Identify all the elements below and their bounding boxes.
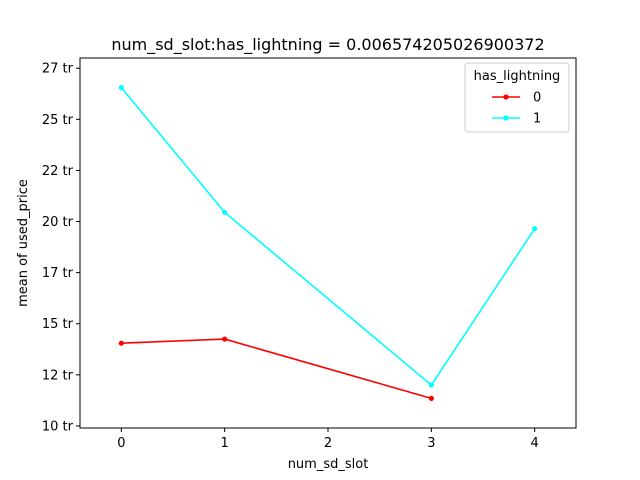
data-point-series-0 [222, 336, 228, 342]
y-tick-label: 27 tr [42, 62, 74, 77]
data-point-series-0 [428, 395, 434, 401]
x-tick-label: 0 [117, 436, 125, 451]
x-tick-label: 4 [531, 436, 539, 451]
y-tick-label: 12 tr [42, 368, 74, 383]
legend-title: has_lightning [474, 69, 561, 84]
series-layer [118, 85, 538, 401]
y-tick-label: 10 tr [42, 419, 74, 434]
y-tick-label: 25 tr [42, 113, 74, 128]
legend-label-1: 1 [533, 112, 541, 127]
x-tick-label: 2 [324, 436, 332, 451]
legend-label-0: 0 [533, 91, 541, 106]
x-tick-label: 3 [427, 436, 435, 451]
x-tick-label: 1 [221, 436, 229, 451]
x-axis: 0 1 2 3 4 [117, 428, 539, 451]
chart-title: num_sd_slot:has_lightning = 0.0065742050… [111, 35, 544, 55]
y-tick-label: 17 tr [42, 266, 74, 281]
data-point-series-1 [532, 226, 538, 232]
series-line-1 [120, 87, 536, 387]
data-point-series-0 [118, 340, 124, 346]
legend-marker-1 [503, 115, 509, 121]
y-tick-label: 22 tr [42, 164, 74, 179]
x-axis-label: num_sd_slot [288, 457, 369, 472]
legend-marker-0 [503, 94, 509, 100]
y-axis: 10 tr 12 tr 15 tr 17 tr 20 tr 22 tr 25 tr 27 tr [42, 62, 80, 434]
data-point-series-1 [222, 209, 228, 215]
legend: has_lightning 0 1 [464, 62, 570, 133]
y-tick-label: 15 tr [42, 317, 74, 332]
data-point-series-1 [428, 382, 434, 388]
y-axis-label: mean of used_price [16, 179, 31, 307]
y-tick-label: 20 tr [42, 215, 74, 230]
data-point-series-1 [118, 85, 124, 91]
